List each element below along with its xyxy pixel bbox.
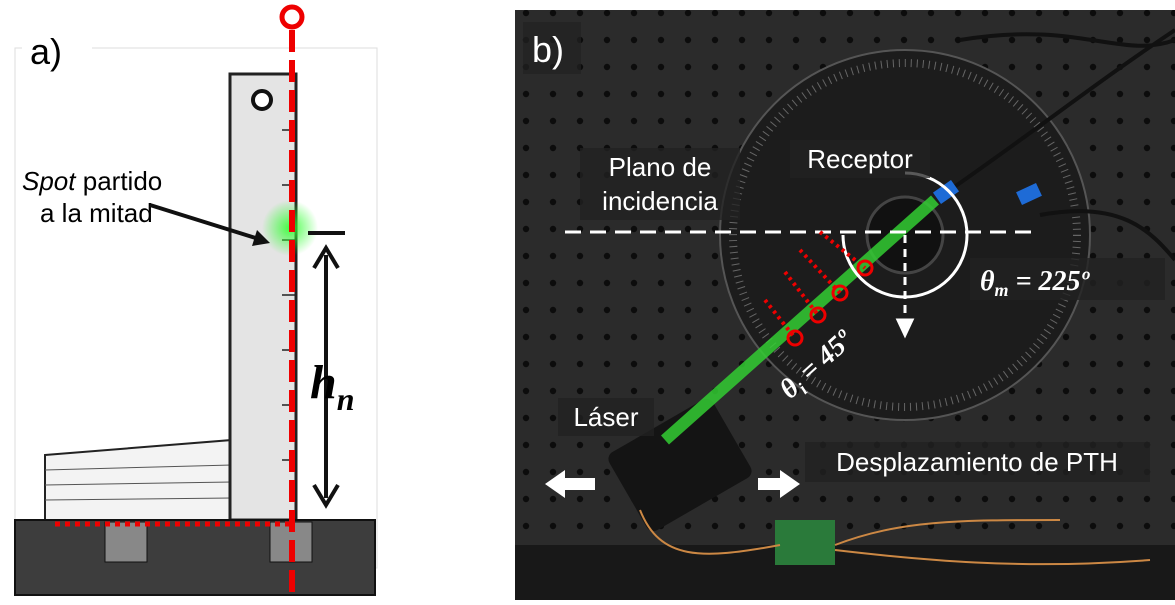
top-marker <box>282 7 302 27</box>
base-slot <box>105 522 147 562</box>
plane-label: incidencia <box>602 186 718 216</box>
laser-label: Láser <box>573 402 638 432</box>
spot-label: Spot partido <box>22 166 162 196</box>
ruler-stack <box>45 440 232 520</box>
height-label: hn <box>310 356 355 417</box>
base <box>15 520 375 595</box>
spot-label: a la mitad <box>40 198 153 228</box>
figure: a) Spot partido a la mitad hn <box>0 0 1175 605</box>
receiver-label: Receptor <box>807 144 913 174</box>
panel-label: a) <box>30 31 62 72</box>
panel-b: b) Plano de incidencia Receptor θm = 225… <box>515 10 1175 600</box>
panel-label: b) <box>532 29 564 70</box>
driver-board <box>775 520 835 565</box>
ruler <box>230 74 296 520</box>
ruler-hole <box>253 91 271 109</box>
plane-label: Plano de <box>609 152 712 182</box>
panel-a: a) Spot partido a la mitad hn <box>15 7 377 600</box>
displacement-label: Desplazamiento de PTH <box>836 447 1118 477</box>
table-edge <box>515 545 1175 600</box>
